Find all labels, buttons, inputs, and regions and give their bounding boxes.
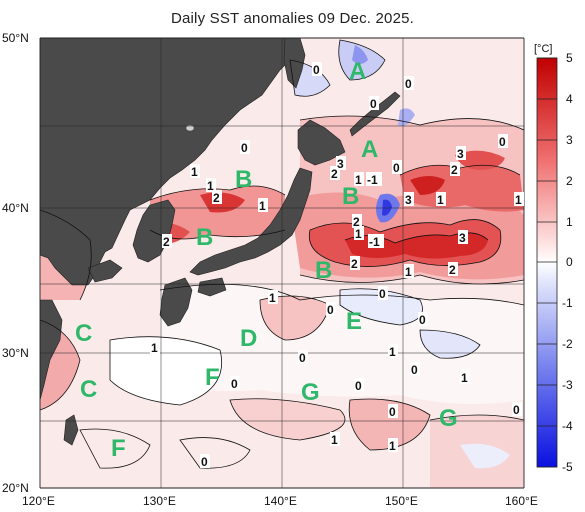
contour-label: 0 (241, 141, 248, 155)
contour-label: 1 (151, 341, 158, 355)
lon-label-160e: 160°E (505, 494, 538, 508)
contour-label: 1 (207, 179, 214, 193)
contour-label: 3 (457, 147, 464, 161)
contour-label: 2 (213, 191, 220, 205)
lon-label-150e: 150°E (385, 494, 418, 508)
contour-label: 0 (513, 403, 520, 417)
colorbar-tick-label: -3 (562, 378, 573, 392)
region-label-b: B (235, 166, 252, 193)
region-label-a: A (361, 136, 378, 163)
contour-label: 0 (370, 97, 377, 111)
region-label-b: B (315, 257, 332, 284)
contour-label: 3 (337, 157, 344, 171)
taiwan (63, 414, 79, 446)
honshu (189, 167, 313, 276)
contour-label: 1 (355, 173, 362, 187)
kuril-islands (349, 91, 401, 137)
colorbar-tick-label: 4 (566, 92, 573, 106)
colorbar-tick-label: 1 (566, 215, 573, 229)
colorbar-unit: [°C] (534, 43, 553, 55)
contour-label: 2 (163, 235, 170, 249)
contour-label: 0 (499, 135, 506, 149)
region-labels: A A B B B B C C D E F F G G (75, 58, 458, 462)
colorbar-tick-label: -5 (562, 460, 573, 474)
region-label-g: G (439, 405, 458, 432)
colorbar-tick-label: 2 (566, 174, 573, 188)
sakhalin (283, 38, 306, 89)
china-coast (40, 299, 63, 401)
contour-labels: 0 0 0 0 1 1 2 2 1 2 0 1 -1 3 2 3 1 3 3 2… (150, 62, 524, 469)
lon-label-120e: 120°E (22, 494, 55, 508)
contour-label: 2 (331, 167, 338, 181)
contour-label: 2 (353, 215, 360, 229)
contour-label: 1 (389, 439, 396, 453)
lat-label-50n: 50°N (2, 31, 29, 45)
region-label-f: F (205, 364, 220, 391)
contour-label: 1 (405, 265, 412, 279)
contour-label: 1 (515, 193, 522, 207)
region-label-a: A (349, 58, 366, 85)
lat-label-20n: 20°N (2, 481, 29, 495)
lat-label-30n: 30°N (2, 346, 29, 360)
contour-label: 3 (405, 193, 412, 207)
contour-label: 0 (201, 455, 208, 469)
region-label-b: B (342, 183, 359, 210)
land-masses (40, 38, 401, 446)
region-label-c: C (75, 320, 92, 347)
lon-label-130e: 130°E (143, 494, 176, 508)
lon-label-140e: 140°E (264, 494, 297, 508)
colorbar-tick-label: 0 (566, 255, 573, 269)
contour-label: -1 (369, 235, 380, 249)
colorbar-tick-label: -4 (562, 419, 573, 433)
contour-label: 2 (451, 163, 458, 177)
contour-label: 0 (327, 303, 334, 317)
contour-label: 1 (389, 345, 396, 359)
contour-label: -1 (367, 173, 378, 187)
contour-label: 2 (351, 257, 358, 271)
contour-label: 1 (191, 165, 198, 179)
contour-label: 0 (389, 405, 396, 419)
contour-label: 0 (419, 313, 426, 327)
contour-label: 0 (355, 379, 362, 393)
contour-label: 0 (393, 161, 400, 175)
colorbar-tick-label: 3 (566, 133, 573, 147)
region-label-b: B (196, 224, 213, 251)
contour-label: 0 (411, 363, 418, 377)
colorbar-tick-label: 5 (566, 51, 573, 65)
contour-label: 1 (331, 433, 338, 447)
contour-label: 3 (459, 231, 466, 245)
region-label-c: C (80, 376, 97, 403)
contour-label: 2 (449, 263, 456, 277)
colorbar-tick-label: -1 (562, 296, 573, 310)
region-label-f: F (111, 435, 126, 462)
contour-label: 1 (269, 291, 276, 305)
graticule (39, 37, 525, 489)
contour-label: 1 (461, 371, 468, 385)
region-label-d: D (240, 325, 257, 352)
contour-label: 1 (355, 227, 362, 241)
colorbar (536, 57, 558, 468)
lat-label-40n: 40°N (2, 201, 29, 215)
map-title: Daily SST anomalies 09 Dec. 2025. (170, 10, 415, 27)
asia-mainland (40, 38, 301, 286)
contour-label: 0 (231, 377, 238, 391)
region-label-g: G (301, 379, 320, 406)
contour-label: 0 (299, 351, 306, 365)
small-island (185, 124, 195, 132)
contour-label: 1 (259, 199, 266, 213)
contour-label: 0 (379, 287, 386, 301)
region-label-e: E (346, 308, 362, 335)
shikoku (197, 277, 227, 297)
shandong-peninsula (87, 259, 123, 283)
kyushu (159, 277, 193, 327)
contour-label: 0 (313, 63, 320, 77)
colorbar-tick-label: -2 (562, 337, 573, 351)
colorbar-ticks (537, 57, 557, 468)
contour-label: 0 (405, 77, 412, 91)
contour-label: 1 (437, 193, 444, 207)
